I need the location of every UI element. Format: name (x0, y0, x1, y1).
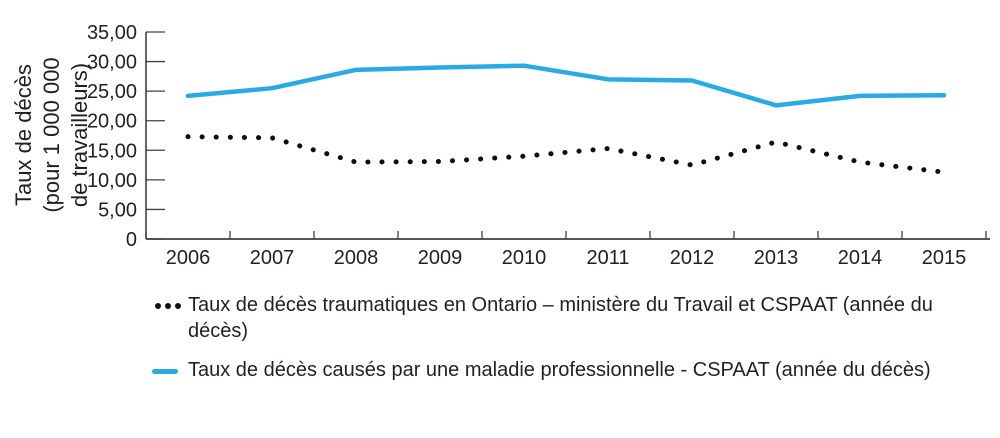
legend-label-occupational-disease-deaths: Taux de décès causés par une maladie pro… (188, 358, 931, 381)
y-axis-tick-label: 30,00 (87, 52, 137, 74)
line-chart-plot-area: 0 5,00 10,00 15,00 20,00 25,00 30,00 35,00 2006 2… (87, 22, 990, 269)
legend-marker-column (150, 292, 188, 345)
x-axis-tick-label: 2006 (166, 247, 211, 269)
y-axis-tick-label: 20,00 (87, 111, 137, 133)
y-axis-tick-label: 25,00 (87, 81, 137, 103)
x-axis-tick-label: 2012 (670, 247, 715, 269)
chart-legend: Taux de décès traumatiques en Ontario – … (150, 292, 980, 395)
solid-line-legend-icon (152, 368, 178, 374)
x-axis-tick-label: 2011 (586, 247, 629, 269)
x-axis-tick-label: 2009 (418, 247, 463, 269)
x-axis-tick-label: 2010 (502, 247, 547, 269)
dotted-line-legend-icon (155, 303, 161, 309)
series-line-disease-solid (185, 63, 947, 108)
x-axis-tick-label: 2014 (838, 247, 883, 269)
x-axis-tick-label: 2013 (754, 247, 799, 269)
legend-label-traumatic-deaths: Taux de décès traumatiques en Ontario – … (188, 294, 933, 343)
y-axis-tick-label: 0 (126, 229, 137, 251)
x-axis-tick-label: 2015 (922, 247, 967, 269)
y-axis-tick-label: 15,00 (87, 140, 137, 162)
y-axis-tick-label: 35,00 (87, 22, 137, 44)
x-axis-tick-label: 2007 (250, 247, 295, 269)
y-axis-tick-label: 10,00 (87, 170, 137, 192)
legend-marker-column (150, 357, 188, 383)
legend-item-traumatic-deaths: Taux de décès traumatiques en Ontario – … (150, 292, 980, 345)
series-line-traumatic-dotted (185, 134, 947, 175)
x-axis-tick-label: 2008 (334, 247, 379, 269)
y-axis-tick-label: 5,00 (98, 199, 137, 221)
legend-item-occupational-disease-deaths: Taux de décès causés par une maladie pro… (150, 357, 980, 383)
